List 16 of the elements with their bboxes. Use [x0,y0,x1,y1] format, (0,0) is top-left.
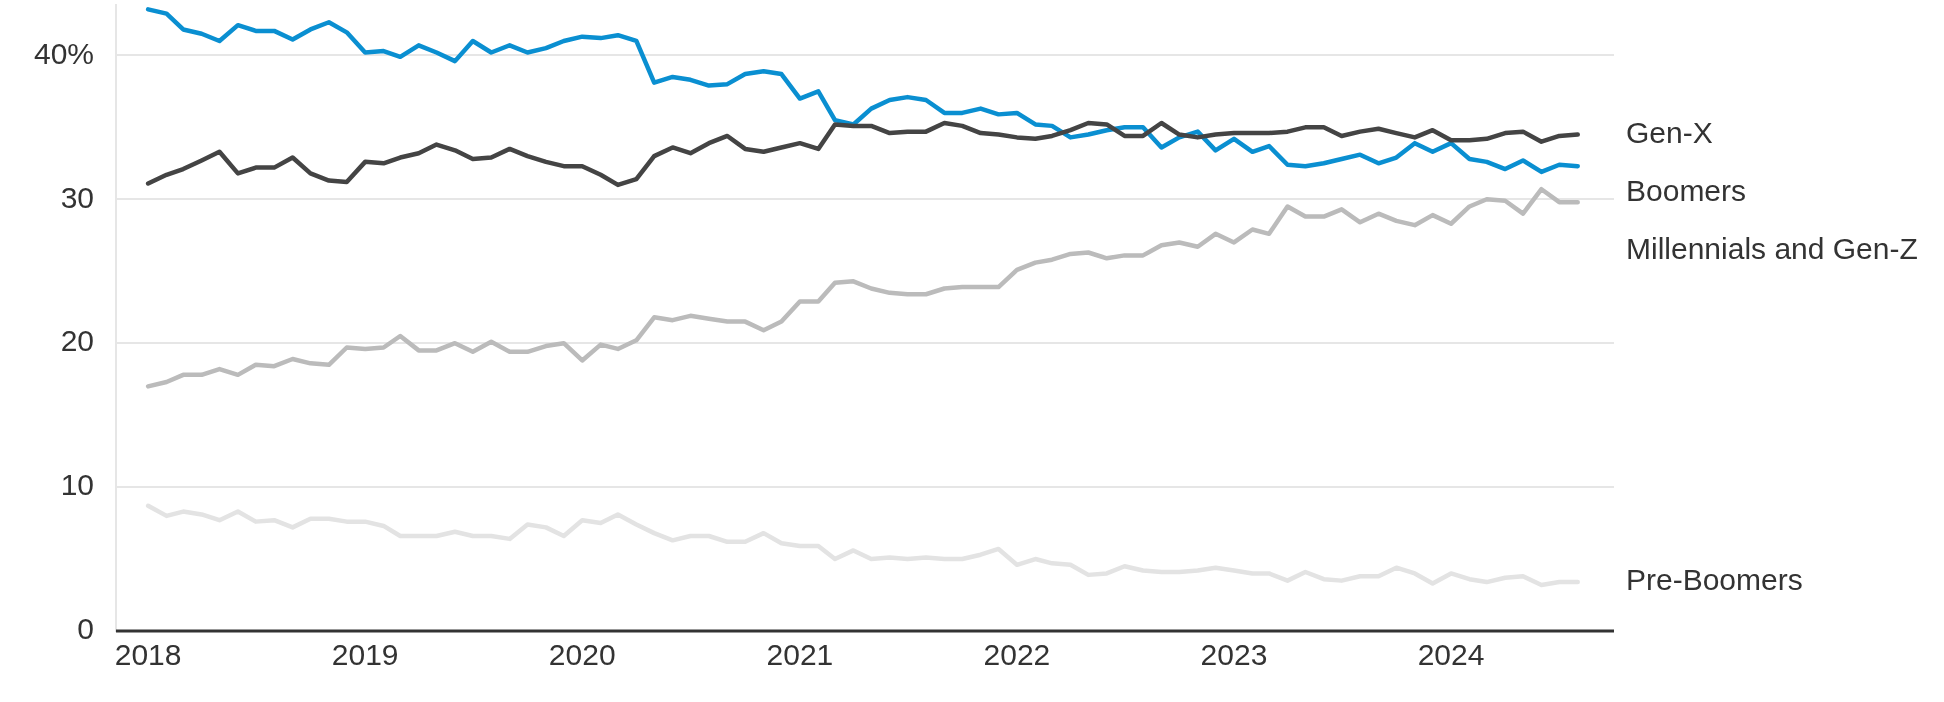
x-tick-label: 2023 [1200,638,1268,672]
x-tick-label: 2024 [1417,638,1485,672]
y-tick-label: 20 [60,324,94,358]
y-tick-label: 0 [77,612,94,646]
x-tick-label: 2021 [766,638,834,672]
y-tick-label: 10 [60,468,94,502]
y-tick-label: 40% [33,36,94,70]
y-tick-label: 30 [60,180,94,214]
series-label: Gen-X [1626,115,1713,149]
series-label: Pre-Boomers [1626,563,1803,597]
x-tick-label: 2019 [331,638,399,672]
series-label: Millennials and Gen-Z [1626,231,1918,265]
x-tick-label: 2020 [548,638,616,672]
series-label: Boomers [1626,173,1747,207]
x-tick-label: 2022 [983,638,1051,672]
x-tick-label: 2018 [114,638,182,672]
